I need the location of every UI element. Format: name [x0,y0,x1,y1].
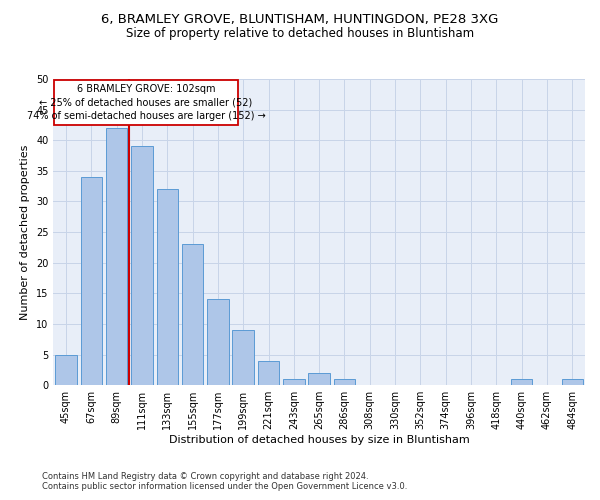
Bar [232,330,254,385]
Bar [511,379,532,385]
Text: ← 25% of detached houses are smaller (52): ← 25% of detached houses are smaller (52… [40,98,253,108]
Bar [131,146,153,385]
Bar [55,354,77,385]
Text: Size of property relative to detached houses in Bluntisham: Size of property relative to detached ho… [126,28,474,40]
FancyBboxPatch shape [54,80,238,125]
Bar [106,128,127,385]
Bar [182,244,203,385]
Bar [207,300,229,385]
Bar [258,360,279,385]
Text: 6, BRAMLEY GROVE, BLUNTISHAM, HUNTINGDON, PE28 3XG: 6, BRAMLEY GROVE, BLUNTISHAM, HUNTINGDON… [101,12,499,26]
Bar [283,379,305,385]
Bar [562,379,583,385]
Text: 6 BRAMLEY GROVE: 102sqm: 6 BRAMLEY GROVE: 102sqm [77,84,215,94]
Y-axis label: Number of detached properties: Number of detached properties [20,144,31,320]
Text: 74% of semi-detached houses are larger (152) →: 74% of semi-detached houses are larger (… [26,111,265,121]
Bar [308,373,330,385]
Bar [157,189,178,385]
Text: Contains HM Land Registry data © Crown copyright and database right 2024.: Contains HM Land Registry data © Crown c… [42,472,368,481]
Bar [80,177,102,385]
Bar [334,379,355,385]
Text: Contains public sector information licensed under the Open Government Licence v3: Contains public sector information licen… [42,482,407,491]
X-axis label: Distribution of detached houses by size in Bluntisham: Distribution of detached houses by size … [169,435,470,445]
